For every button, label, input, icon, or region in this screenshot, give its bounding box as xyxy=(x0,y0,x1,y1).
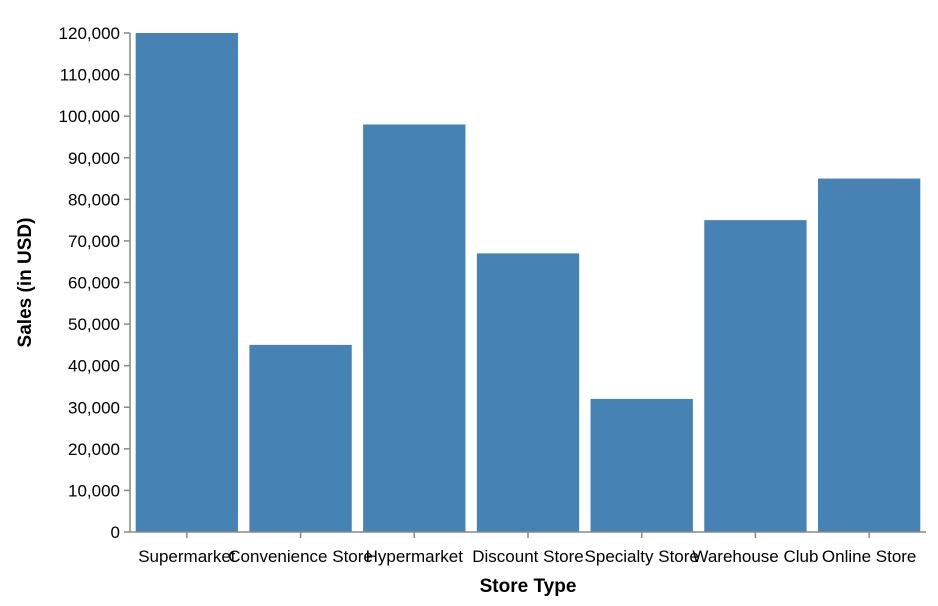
y-tick-label: 40,000 xyxy=(68,357,120,376)
y-axis-title: Sales (in USD) xyxy=(15,218,36,348)
y-tick-label: 30,000 xyxy=(68,398,120,417)
bar-warehouse-club xyxy=(704,220,807,532)
bar-specialty-store xyxy=(590,398,693,532)
y-tick-label: 90,000 xyxy=(68,149,120,168)
bar-supermarket xyxy=(135,33,239,532)
y-tick-label: 70,000 xyxy=(68,232,120,251)
bars-group xyxy=(135,33,921,532)
y-axis: 0 10,000 20,000 30,000 40,000 50,000 60,000 70,… xyxy=(59,24,131,542)
x-axis-title: Store Type xyxy=(480,576,577,597)
x-tick-label: Online Store xyxy=(822,547,917,566)
y-tick-label: 100,000 xyxy=(59,107,120,126)
x-tick-label: Warehouse Club xyxy=(692,547,818,566)
x-tick-label: Discount Store xyxy=(472,547,584,566)
y-tick-label: 0 xyxy=(111,523,120,542)
bar-online-store xyxy=(817,178,921,532)
x-tick-label: Convenience Store xyxy=(228,547,373,566)
x-tick-label: Supermarket xyxy=(138,547,236,566)
bar-discount-store xyxy=(476,253,580,532)
x-tick-label: Specialty Store xyxy=(585,547,699,566)
x-tick-label: Hypermarket xyxy=(366,547,464,566)
y-tick-label: 20,000 xyxy=(68,440,120,459)
bar-hypermarket xyxy=(363,124,466,532)
y-tick-label: 110,000 xyxy=(60,66,120,85)
y-tick-label: 60,000 xyxy=(68,274,120,293)
y-tick-label: 80,000 xyxy=(68,190,120,209)
y-tick-label: 120,000 xyxy=(59,24,120,43)
y-tick-label: 50,000 xyxy=(68,315,120,334)
y-tick-label: 10,000 xyxy=(68,481,120,500)
bar-convenience-store xyxy=(249,344,352,532)
